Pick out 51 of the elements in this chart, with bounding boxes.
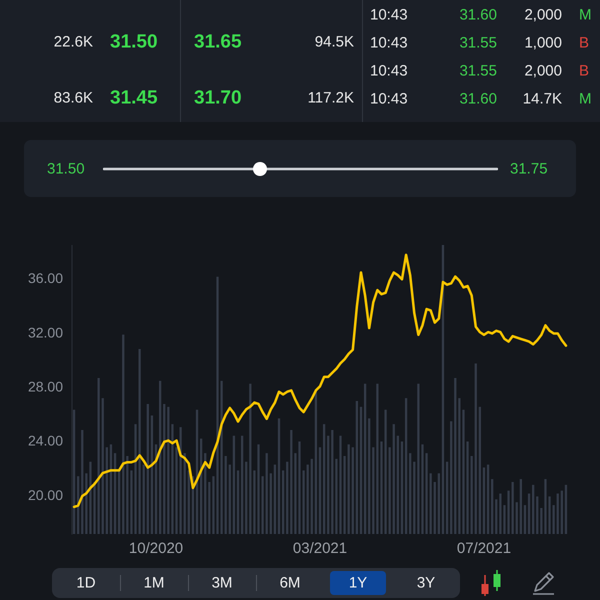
text: 31.60 <box>459 90 497 108</box>
tab[interactable]: 1M <box>126 571 182 595</box>
bar <box>438 474 440 534</box>
bar <box>499 494 502 534</box>
text: 14.7K <box>522 90 562 108</box>
bar <box>122 334 124 534</box>
x-tick-label: 07/2021 <box>456 540 512 558</box>
tab[interactable]: 3Y <box>398 571 454 595</box>
bar <box>520 479 522 534</box>
text: 31.65 <box>194 32 242 52</box>
text: 10:43 <box>370 34 408 52</box>
x-tick-label: 10/2020 <box>128 540 184 558</box>
text: B <box>579 34 590 52</box>
text: B <box>579 62 590 80</box>
bar <box>249 384 252 534</box>
y-tick-label: 36.00 <box>28 270 64 286</box>
y-tick-label: 24.00 <box>28 432 64 449</box>
bar <box>138 349 141 534</box>
text: 117.2K <box>308 90 354 106</box>
tab[interactable]: 3M <box>194 571 250 595</box>
text: 22.6K <box>54 34 93 50</box>
bar <box>159 381 162 534</box>
bar <box>98 378 100 534</box>
bar <box>200 439 202 534</box>
text: M <box>579 90 592 108</box>
tab[interactable]: 1D <box>58 571 114 595</box>
x-tick-label: 03/2021 <box>292 540 348 558</box>
text: 10:43 <box>370 90 408 108</box>
text: 1,000 <box>524 34 562 52</box>
y-tick-label: 28.00 <box>28 378 64 395</box>
text: 10:43 <box>370 62 408 80</box>
bar <box>81 430 84 534</box>
tab[interactable]: 6M <box>262 571 318 595</box>
text: 2,000 <box>524 62 562 80</box>
y-tick-label: 20.00 <box>28 486 64 503</box>
text: 31.55 <box>459 62 497 80</box>
y-tick-label: 32.00 <box>28 324 64 340</box>
bar <box>180 427 182 534</box>
text: 31.60 <box>459 6 497 24</box>
text: 31.45 <box>110 88 158 108</box>
text: 31.75 <box>510 160 548 178</box>
text: 2,000 <box>524 6 562 24</box>
text: 83.6K <box>54 90 93 106</box>
tab[interactable]: 1Y <box>330 571 386 595</box>
text: 31.55 <box>459 34 497 52</box>
text: 94.5K <box>314 34 354 50</box>
text: M <box>579 6 592 24</box>
text: 31.70 <box>194 88 242 108</box>
text: 10:43 <box>370 6 408 24</box>
text: 31.50 <box>110 32 158 52</box>
text: 31.50 <box>47 160 85 178</box>
